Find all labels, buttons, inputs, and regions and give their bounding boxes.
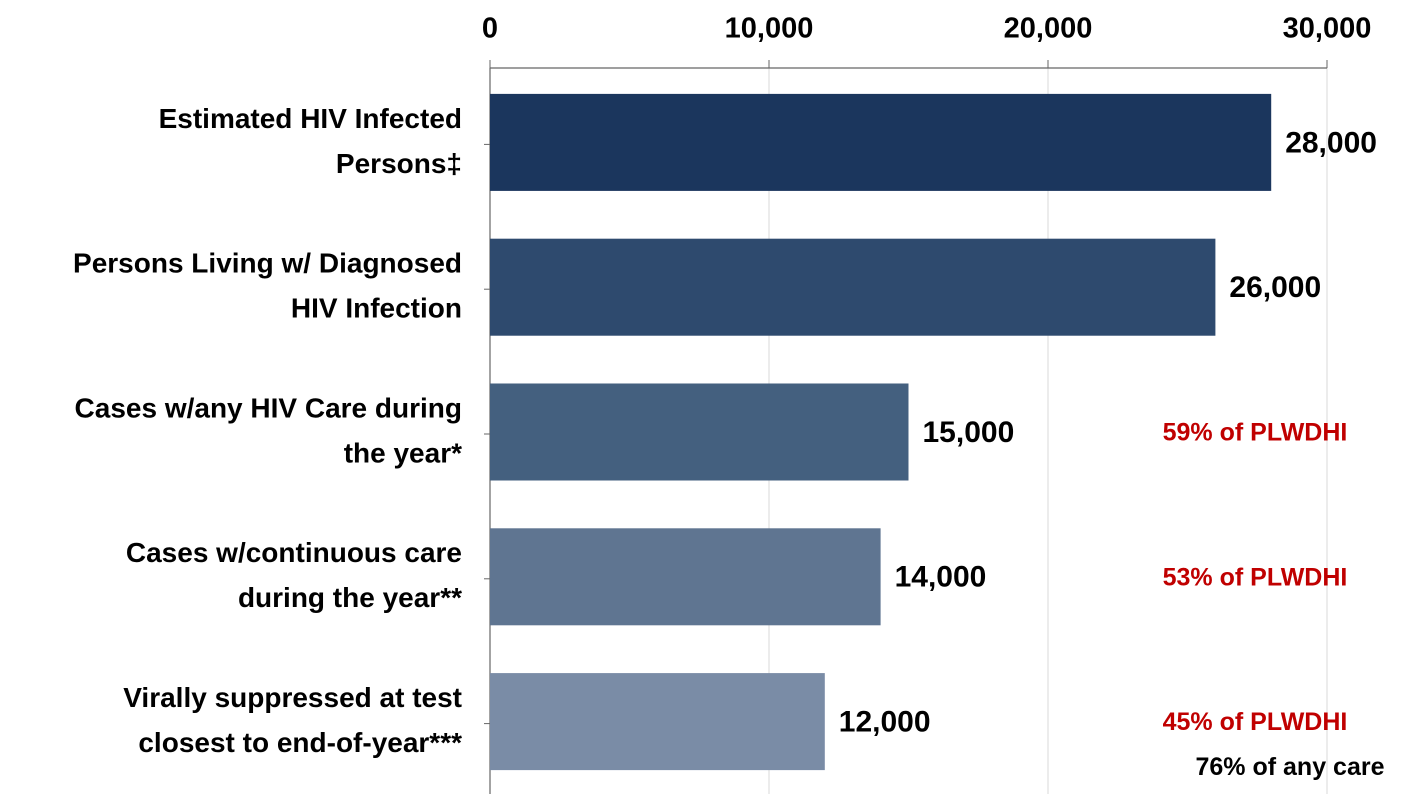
value-label: 26,000 <box>1229 271 1321 304</box>
y-tick-label: the year* <box>344 437 462 468</box>
annotation: 59% of PLWDHI <box>1163 419 1348 447</box>
value-label: 12,000 <box>839 706 931 739</box>
value-label: 15,000 <box>923 416 1015 449</box>
bar <box>490 673 825 771</box>
y-tick-label: Estimated HIV Infected <box>159 103 462 134</box>
y-tick-label: HIV Infection <box>291 293 462 324</box>
x-tick-label: 30,000 <box>1283 13 1372 45</box>
y-tick-label: Persons Living w/ Diagnosed <box>73 248 462 279</box>
value-label: 28,000 <box>1285 126 1377 159</box>
y-tick-label: Virally suppressed at test <box>123 682 462 713</box>
bar <box>490 238 1216 336</box>
y-tick-label: closest to end-of-year*** <box>138 727 462 758</box>
bar <box>490 93 1272 191</box>
x-tick-label: 10,000 <box>725 13 814 45</box>
annotation: 53% of PLWDHI <box>1163 563 1348 591</box>
y-tick-label: Cases w/continuous care <box>126 537 462 568</box>
x-tick-label: 0 <box>482 13 498 45</box>
x-tick-label: 20,000 <box>1004 13 1093 45</box>
y-tick-label: Cases w/any HIV Care during <box>75 392 462 423</box>
y-tick-label: Persons‡ <box>336 148 462 179</box>
annotation: 76% of any care <box>1196 753 1385 781</box>
annotation: 45% of PLWDHI <box>1163 708 1348 736</box>
bar <box>490 383 909 481</box>
bar <box>490 528 881 626</box>
value-label: 14,000 <box>895 561 987 594</box>
y-tick-label: during the year** <box>238 582 462 613</box>
